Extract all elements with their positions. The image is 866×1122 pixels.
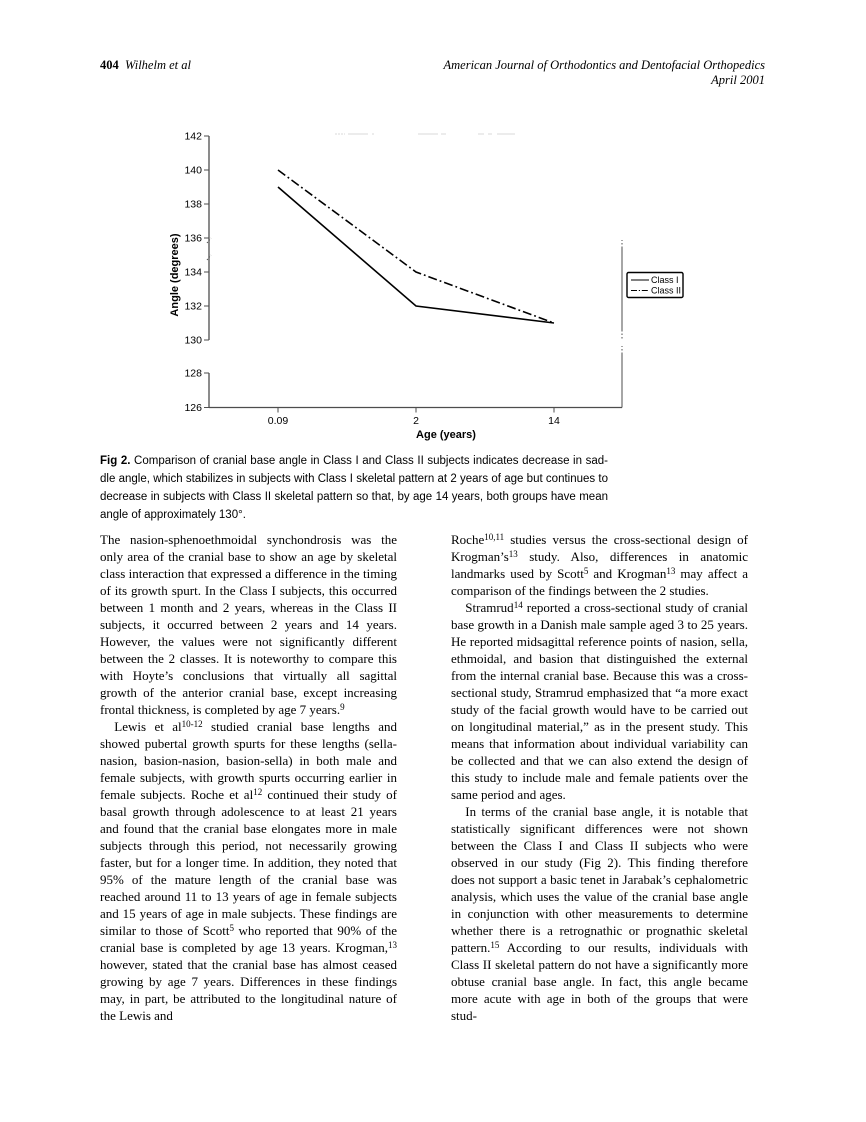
svg-text:136: 136 (184, 233, 202, 245)
svg-text:2: 2 (413, 415, 419, 427)
svg-text:130: 130 (184, 335, 202, 347)
svg-text:Class II: Class II (651, 286, 681, 296)
svg-text:Angle (degrees): Angle (degrees) (169, 233, 181, 316)
svg-text:132: 132 (184, 301, 202, 313)
svg-text:0.09: 0.09 (268, 415, 289, 427)
svg-text:Age (years): Age (years) (416, 429, 476, 441)
svg-text:138: 138 (184, 199, 202, 211)
svg-text:142: 142 (184, 131, 202, 143)
svg-text:Class I: Class I (651, 275, 679, 285)
svg-text:126: 126 (184, 402, 202, 414)
svg-text:140: 140 (184, 165, 202, 177)
svg-text:134: 134 (184, 267, 202, 279)
svg-text:128: 128 (184, 368, 202, 380)
svg-text:14: 14 (548, 415, 560, 427)
